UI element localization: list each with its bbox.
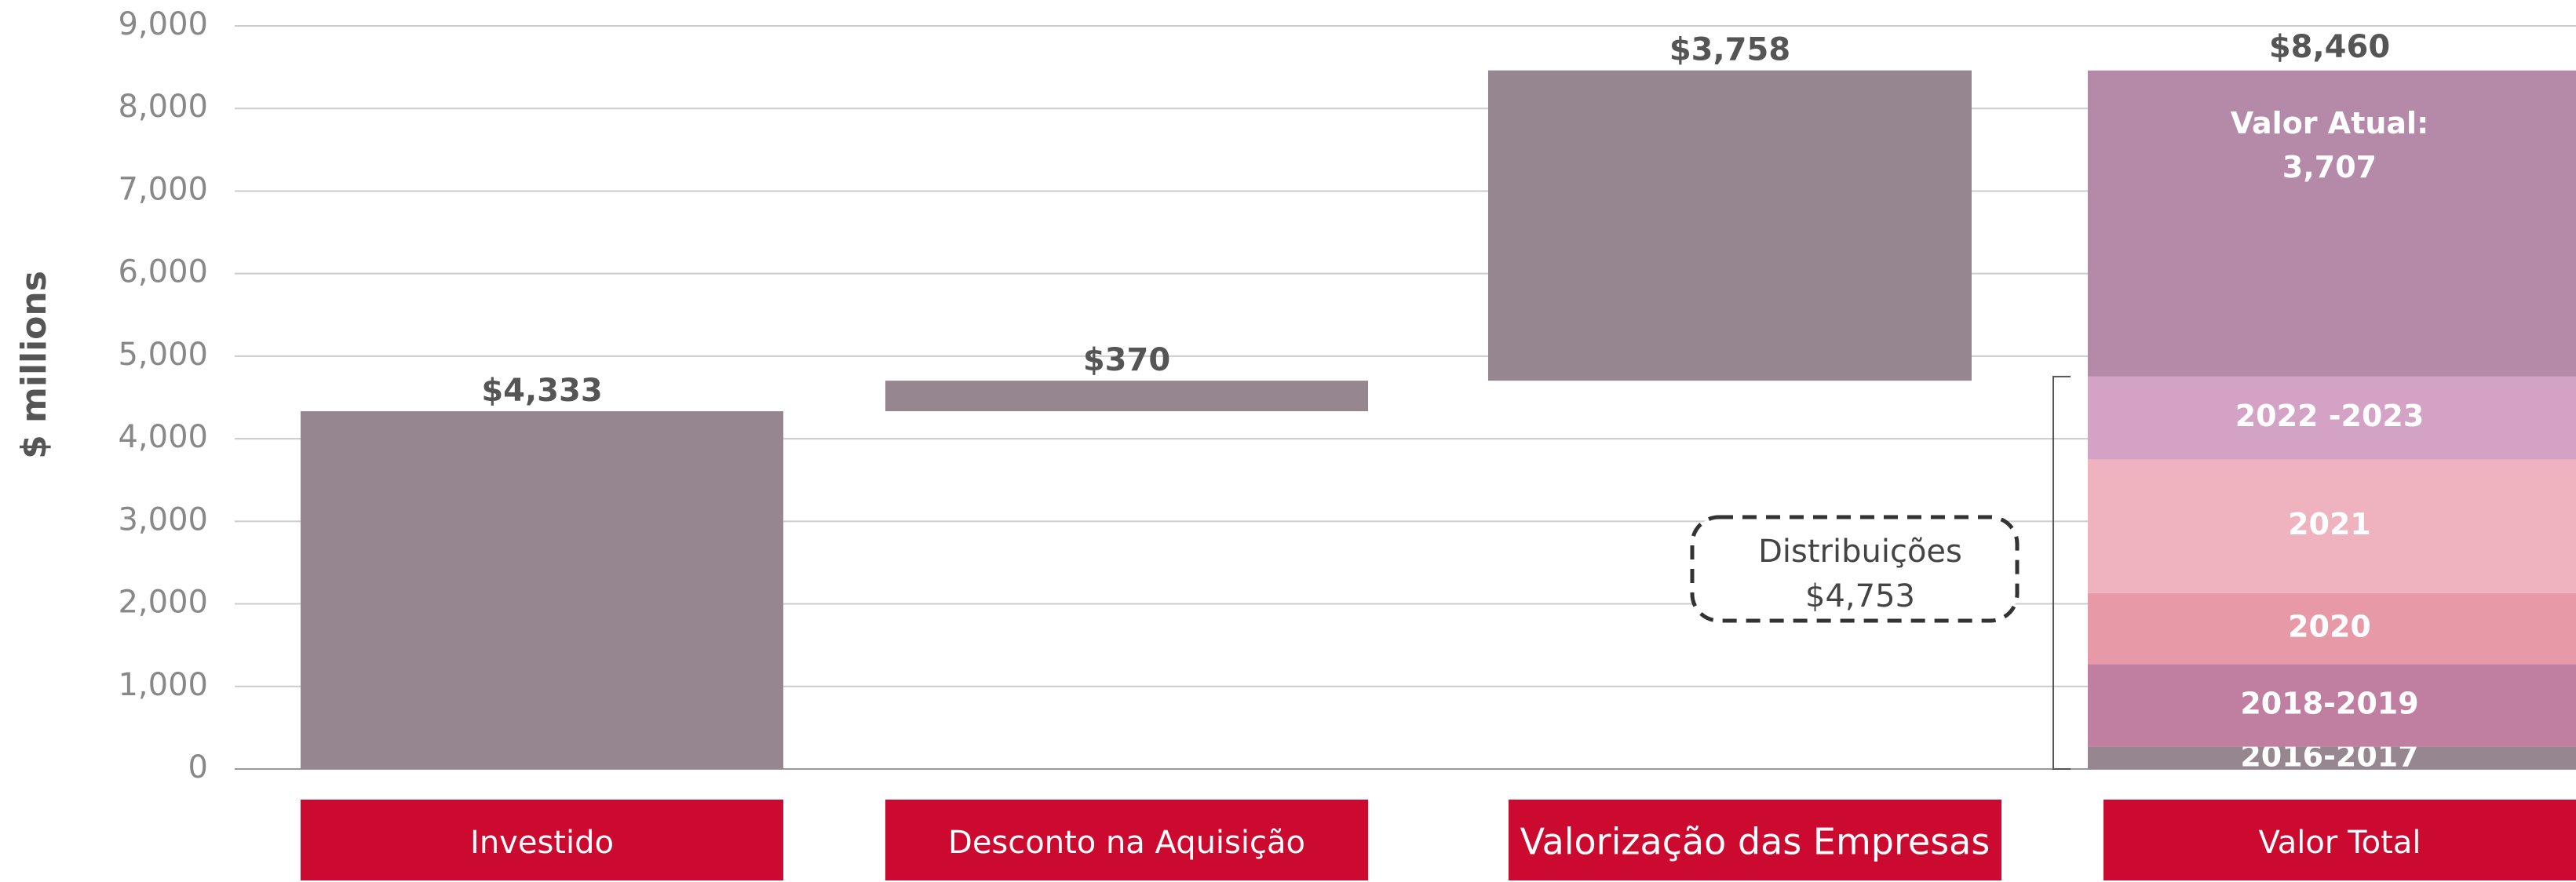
annotation-bracket — [2052, 375, 2071, 770]
segment-label: 2018-2019 — [2240, 686, 2418, 720]
x-tick-label: Valor Total — [2259, 825, 2421, 861]
category-box — [2103, 800, 2576, 880]
y-axis-label: $ millions — [14, 271, 54, 459]
bar — [301, 411, 783, 769]
y-tick-label: 9,000 — [118, 6, 208, 42]
annotation-value: $4,753 — [1805, 578, 1915, 614]
value-label: $8,460 — [2269, 29, 2390, 65]
annotation-box — [1690, 515, 2020, 623]
annotation-text: Distribuições — [1758, 534, 1962, 570]
x-tick-label: Valorização das Empresas — [1520, 821, 1990, 863]
segment-value-label: 3,707 — [2282, 150, 2377, 184]
bar — [1488, 70, 1972, 381]
value-label: $370 — [1083, 342, 1170, 378]
stack-segment — [2088, 746, 2576, 769]
stack-segment — [2088, 459, 2576, 593]
category-box — [1509, 800, 2001, 880]
value-label: $4,333 — [481, 373, 602, 409]
y-tick-label: 7,000 — [118, 171, 208, 207]
category-box — [885, 800, 1368, 880]
y-tick-label: 6,000 — [118, 254, 208, 290]
y-tick-label: 1,000 — [118, 667, 208, 703]
stack-segment — [2088, 664, 2576, 747]
value-label: $3,758 — [1669, 32, 1790, 68]
bar — [885, 381, 1368, 412]
x-tick-label: Desconto na Aquisição — [948, 825, 1305, 861]
y-tick-label: 5,000 — [118, 337, 208, 373]
segment-label: Valor Atual: — [2231, 106, 2429, 140]
segment-label: 2021 — [2288, 507, 2371, 541]
y-tick-label: 3,000 — [118, 501, 208, 538]
x-tick-label: Investido — [470, 825, 614, 861]
stack-segment — [2088, 376, 2576, 460]
y-tick-label: 0 — [188, 749, 208, 785]
y-tick-label: 8,000 — [118, 89, 208, 125]
category-box — [301, 800, 783, 880]
segment-label: 2020 — [2288, 610, 2371, 644]
segment-label: 2022 -2023 — [2235, 399, 2425, 433]
y-tick-label: 2,000 — [118, 585, 208, 621]
stack-segment — [2088, 70, 2576, 377]
y-tick-label: 4,000 — [118, 419, 208, 455]
stack-segment — [2088, 592, 2576, 665]
